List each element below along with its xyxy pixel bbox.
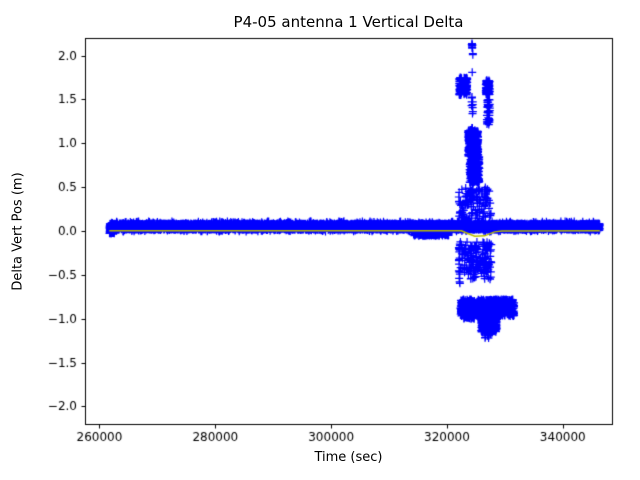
x-axis-label: Time (sec) [314, 450, 383, 465]
y-axis-label-box: Delta Vert Pos (m) [8, 38, 28, 424]
y-axis-label: Delta Vert Pos (m) [10, 171, 26, 291]
chart-title: P4-05 antenna 1 Vertical Delta [233, 13, 464, 31]
